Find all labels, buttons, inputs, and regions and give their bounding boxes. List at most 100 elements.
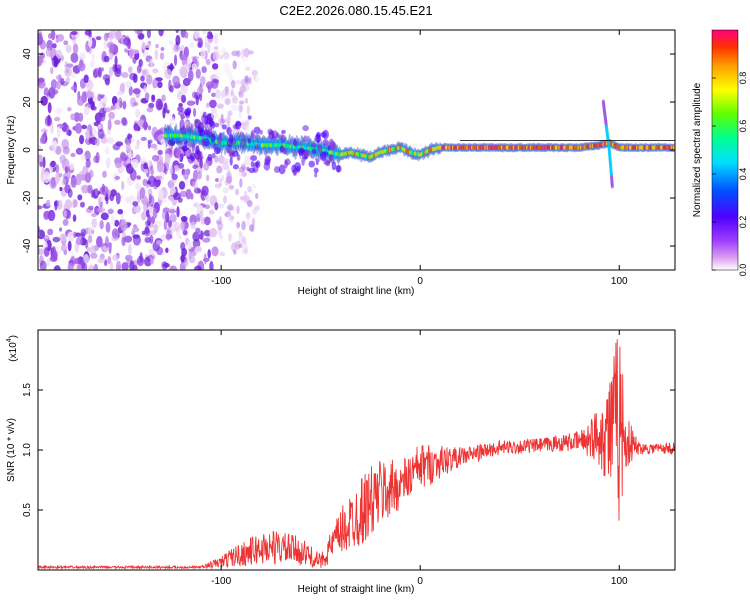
spectrogram-cell [168,220,173,228]
spectrogram-cell [96,236,103,248]
spectrogram-cell [244,248,248,254]
spectrogram-cell [111,214,116,227]
colorbar-gradient [711,29,739,271]
spectrogram-cell [248,189,255,194]
spectrogram-cell [40,95,48,106]
spectrogram-cell [107,118,112,131]
spectrogram-cell [120,213,125,219]
spectrogram-cell [72,214,77,222]
spectrogram-cell [148,193,152,204]
spectrogram-cell [105,221,111,233]
spectrogram-cell [254,144,260,150]
spectrogram-cell [183,108,191,116]
spectrogram-cell [182,229,188,236]
spectrogram-cell [121,118,128,127]
colorbar-tick-label: 0.6 [738,120,748,133]
spectrogram-cell [226,126,232,136]
spectrogram-cell [147,188,153,196]
spectrogram-cell [111,228,119,239]
spectrogram-cell [115,141,124,147]
spectrogram-cell [50,66,54,75]
spectrogram-cell [144,237,151,244]
spectrogram-cell [310,142,317,148]
spectrogram-cell [229,134,234,144]
spectrogram-cell [197,188,201,194]
y-tick-label: 20 [22,96,33,108]
spectrogram-cell [139,187,146,199]
spectrogram-y-ticks: -40 -20 0 20 40 [22,48,675,253]
spectrogram-cell [64,199,73,210]
spectrogram-cell [122,100,127,110]
spectrogram-cell [51,246,56,256]
spectrogram-cell [140,75,145,82]
spectrogram-cell [146,74,153,85]
spectrogram-cell [51,89,59,95]
x-tick-label: 0 [417,276,423,287]
spectrogram-cell [146,30,152,39]
spectrogram-cell [55,172,60,185]
spectrogram-cell [155,98,163,111]
spectrogram-cell [39,39,46,50]
y-tick-label: 40 [22,48,33,60]
spectrogram-cell [222,52,230,60]
spectrogram-cell [251,184,257,189]
spectrogram-cell [97,128,105,140]
spectrogram-cell [50,79,58,90]
spectrogram-cell [161,94,166,102]
spectrogram-cell [62,146,70,155]
spectrogram-cell [38,205,43,210]
spectrogram-cell [209,227,218,238]
spectrogram-cell [225,92,233,99]
spectrogram-cell [74,257,81,265]
spectrogram-cell [245,122,250,132]
spectrogram-cell [103,107,112,113]
spectrogram-cell [99,220,104,230]
spectrogram-cell [141,41,146,50]
spectrogram-cell [63,40,69,46]
spectrogram-cell [336,165,341,173]
spectrogram-cell [157,149,163,156]
spectrogram-cell [176,206,180,218]
spectrogram-cell [151,154,160,162]
spectrogram-cell [168,196,175,203]
spectrogram-cell [205,81,214,90]
spectrogram-cell [124,48,128,53]
spectrogram-cell [227,204,234,211]
spectrogram-cell [110,104,116,111]
spectrogram-cell [64,67,73,78]
spectrogram-cell [81,184,90,194]
spectrogram-cell [186,100,195,107]
spectrogram-cell [253,126,261,134]
spectrogram-cell [147,214,152,227]
spectrogram-cell [75,232,81,237]
spectrogram-cell [243,190,248,198]
spectrogram-cell [208,119,215,127]
spectrogram-cell [97,257,106,264]
spectrogram-cell [144,92,150,101]
spectrogram-cell [215,129,219,136]
spectrogram-cell [199,91,203,102]
spectrogram-cell [328,138,335,149]
spectrogram-cell [141,68,150,78]
spectrogram-cell [107,208,114,215]
spectrogram-cell [228,202,234,210]
spectrogram-cell [75,147,84,155]
spectrogram-cell [245,212,251,220]
spectrogram-cell [168,207,176,215]
spectrogram-cell [207,248,211,259]
spectrogram-cell [77,194,83,201]
spectrogram-cell [109,193,115,202]
spectrogram-cell [131,158,139,169]
spectrogram-cell [105,77,111,86]
spectrogram-cell [165,229,171,241]
spectrogram-cell [54,116,61,122]
spectrogram-cell [63,121,67,132]
spectrogram-cell [242,236,247,245]
spectrogram-cell [179,153,184,160]
spectrogram-cell [52,43,57,49]
spectrogram-cell [71,72,77,78]
spectrogram-cell [174,221,180,232]
spectrogram-cell [51,55,59,68]
spectrogram-cell [248,167,256,174]
